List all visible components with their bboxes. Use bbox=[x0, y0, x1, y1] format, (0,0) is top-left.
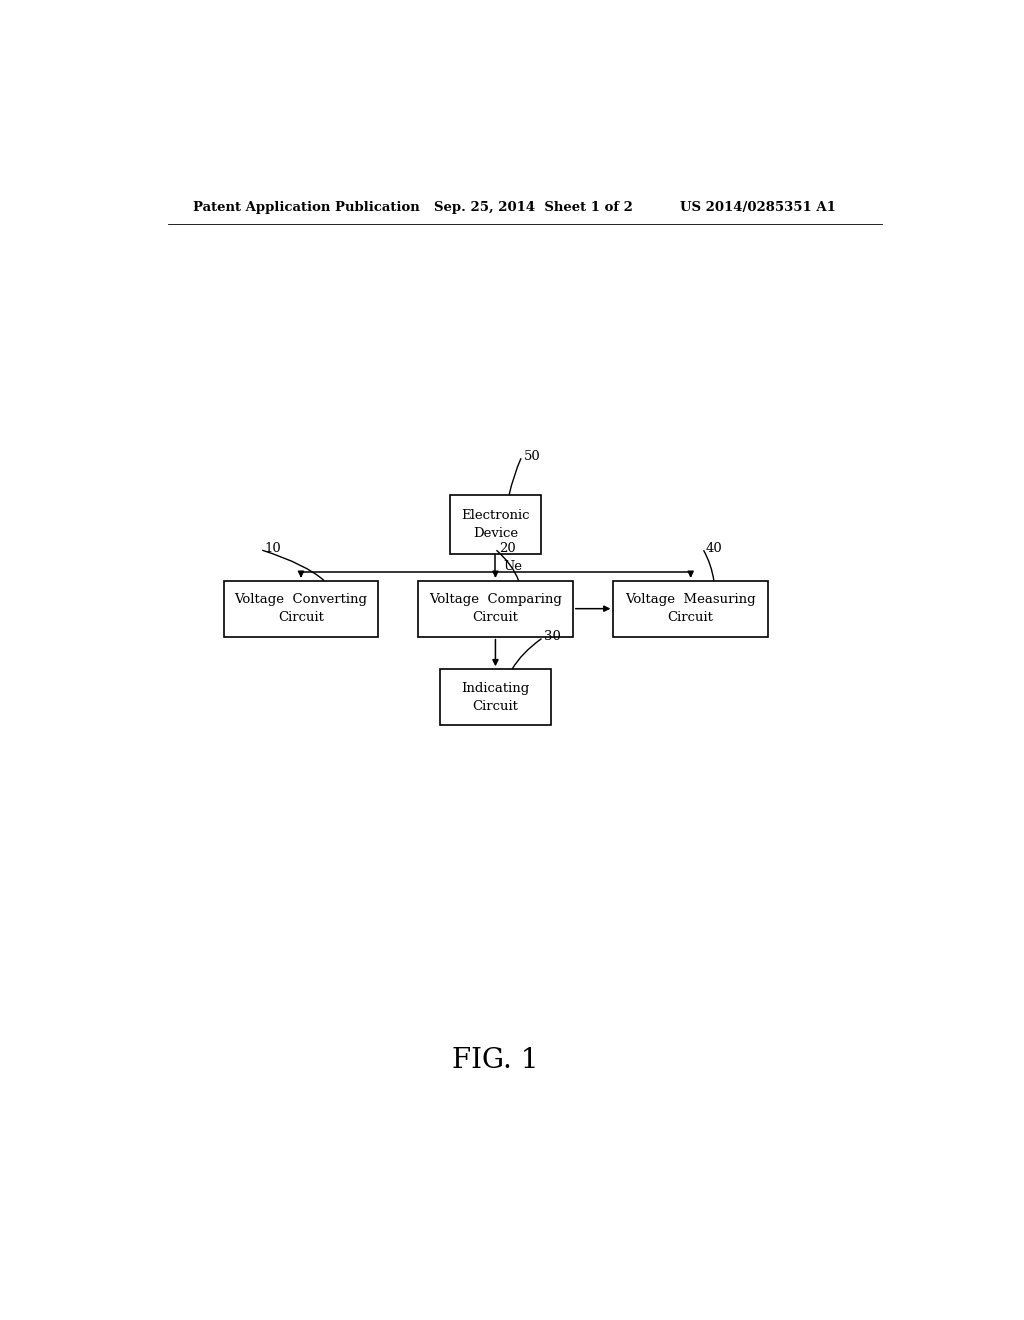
Text: Voltage  Comparing
Circuit: Voltage Comparing Circuit bbox=[429, 593, 562, 624]
Bar bbox=[418, 581, 572, 636]
Text: US 2014/0285351 A1: US 2014/0285351 A1 bbox=[680, 201, 836, 214]
Text: Electronic
Device: Electronic Device bbox=[461, 508, 529, 540]
Text: 50: 50 bbox=[523, 450, 541, 463]
Text: 30: 30 bbox=[544, 630, 561, 643]
Text: 40: 40 bbox=[706, 541, 723, 554]
Text: FIG. 1: FIG. 1 bbox=[453, 1048, 539, 1074]
Text: Ue: Ue bbox=[504, 561, 522, 573]
Text: Sep. 25, 2014  Sheet 1 of 2: Sep. 25, 2014 Sheet 1 of 2 bbox=[433, 201, 633, 214]
Bar bbox=[613, 581, 768, 636]
Bar bbox=[440, 669, 551, 725]
Bar bbox=[223, 581, 379, 636]
Bar bbox=[450, 495, 541, 554]
Text: 20: 20 bbox=[499, 541, 515, 554]
Text: Indicating
Circuit: Indicating Circuit bbox=[461, 681, 529, 713]
Text: Patent Application Publication: Patent Application Publication bbox=[194, 201, 420, 214]
Text: Voltage  Measuring
Circuit: Voltage Measuring Circuit bbox=[626, 593, 756, 624]
Text: Voltage  Converting
Circuit: Voltage Converting Circuit bbox=[234, 593, 368, 624]
Text: 10: 10 bbox=[264, 541, 282, 554]
